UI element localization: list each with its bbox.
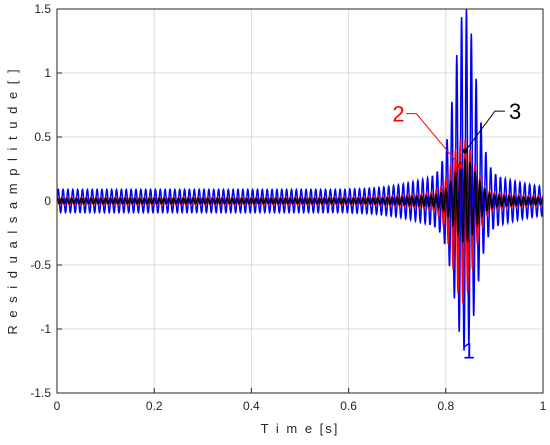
x-tick-label: 1 bbox=[540, 399, 547, 413]
y-tick-label: 1 bbox=[44, 66, 51, 80]
annotation-leader-3 bbox=[464, 110, 505, 152]
annotations: 1 2 3 bbox=[392, 99, 521, 363]
y-tick-label: -1.5 bbox=[30, 386, 51, 400]
x-tick-label: 0.6 bbox=[340, 399, 357, 413]
ticks: 0 0.2 0.4 0.6 0.8 1 -1.5 -1 -0.5 0 0.5 1 1.5 bbox=[30, 2, 546, 413]
y-tick-label: 1.5 bbox=[34, 2, 51, 16]
annotation-marker-2 bbox=[457, 163, 463, 169]
y-tick-label: 0 bbox=[44, 194, 51, 208]
annotation-label-2: 2 bbox=[392, 102, 404, 127]
y-tick-label: -0.5 bbox=[30, 258, 51, 272]
annotation-label-1: 1 bbox=[463, 338, 475, 363]
annotation-marker-3 bbox=[462, 148, 468, 154]
series-line-3 bbox=[57, 158, 543, 243]
annotation-label-3: 3 bbox=[509, 99, 521, 124]
x-tick-label: 0.2 bbox=[146, 399, 163, 413]
annotation-leader-2 bbox=[406, 113, 461, 167]
series-line-1 bbox=[57, 9, 543, 351]
x-tick-label: 0 bbox=[54, 399, 61, 413]
y-tick-label: 0.5 bbox=[34, 130, 51, 144]
y-tick-label: -1 bbox=[40, 322, 51, 336]
x-axis-label: T i m e [s] bbox=[261, 421, 340, 436]
y-axis-label: R e s i d u a l s a m p l i t u d e [ ] bbox=[5, 67, 20, 334]
x-tick-label: 0.4 bbox=[243, 399, 260, 413]
x-tick-label: 0.8 bbox=[437, 399, 454, 413]
series-group bbox=[57, 9, 543, 351]
